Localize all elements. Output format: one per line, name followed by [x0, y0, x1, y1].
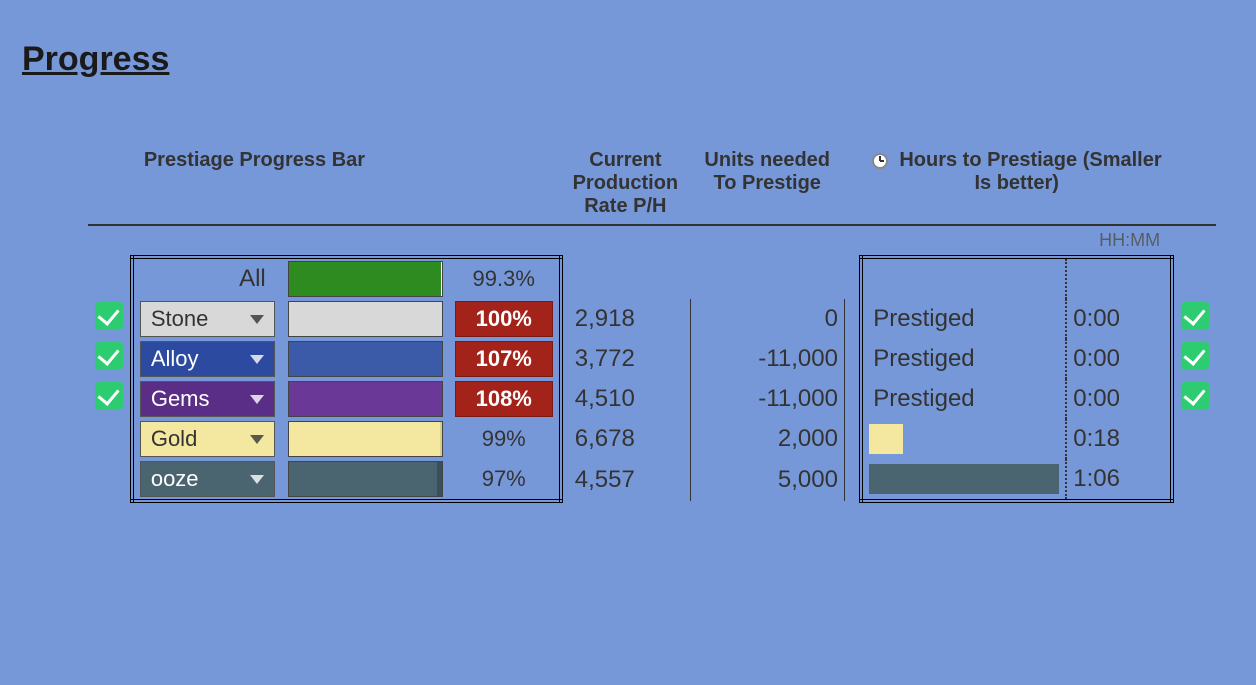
rate-value: 2,918	[561, 299, 690, 339]
units-value: 5,000	[690, 459, 844, 501]
hhmm-value: 0:18	[1066, 419, 1172, 459]
progress-table: Prestiage Progress Bar Current Productio…	[88, 149, 1216, 503]
progress-bar	[288, 421, 443, 457]
header-hhmm: HH:MM	[861, 225, 1172, 257]
header-rate: Current Production Rate P/H	[561, 149, 690, 225]
material-dropdown[interactable]: Gems	[140, 381, 275, 417]
all-progress-bar	[288, 261, 443, 297]
progress-bar	[288, 341, 443, 377]
units-value: -11,000	[690, 339, 844, 379]
progress-bar	[288, 381, 443, 417]
hhmm-value: 0:00	[1066, 299, 1172, 339]
check-icon	[1181, 382, 1209, 410]
check-icon	[95, 342, 123, 370]
table-row: Stone 100% 2,918 0 Prestiged 0:00	[88, 299, 1216, 339]
progress-bar	[288, 461, 443, 497]
material-dropdown[interactable]: Gold	[140, 421, 275, 457]
percent-badge: 107%	[455, 341, 553, 377]
chevron-down-icon	[250, 315, 264, 324]
hhmm-value: 0:00	[1066, 339, 1172, 379]
percent-badge: 100%	[455, 301, 553, 337]
check-icon	[95, 382, 123, 410]
progress-bar	[288, 301, 443, 337]
page-title: Progress	[22, 40, 1256, 79]
header-units: Units needed To Prestige	[690, 149, 844, 225]
check-icon	[1181, 342, 1209, 370]
percent-badge: 108%	[455, 381, 553, 417]
hours-status: Prestiged	[869, 385, 974, 412]
hours-status: Prestiged	[869, 345, 974, 372]
rate-value: 3,772	[561, 339, 690, 379]
chevron-down-icon	[250, 395, 264, 404]
material-label: Gold	[151, 426, 197, 452]
chevron-down-icon	[250, 475, 264, 484]
rate-value: 6,678	[561, 419, 690, 459]
table-row: Gold 99% 6,678 2,000 0:18	[88, 419, 1216, 459]
check-icon	[1181, 302, 1209, 330]
hours-bar	[869, 424, 1059, 454]
check-icon	[95, 302, 123, 330]
percent-badge: 99%	[455, 421, 553, 457]
units-value: 2,000	[690, 419, 844, 459]
all-label: All	[140, 265, 276, 293]
rate-value: 4,557	[561, 459, 690, 501]
hours-bar	[869, 464, 1059, 494]
material-label: Alloy	[151, 346, 199, 372]
material-dropdown[interactable]: Stone	[140, 301, 275, 337]
percent-badge: 97%	[455, 461, 553, 497]
rate-value: 4,510	[561, 379, 690, 419]
material-dropdown[interactable]: ooze	[140, 461, 275, 497]
clock-icon	[872, 153, 888, 169]
material-label: ooze	[151, 466, 199, 492]
table-row: Gems 108% 4,510 -11,000 Prestiged 0:00	[88, 379, 1216, 419]
chevron-down-icon	[250, 355, 264, 364]
material-label: Gems	[151, 386, 210, 412]
table-row: Alloy 107% 3,772 -11,000 Prestiged 0:00	[88, 339, 1216, 379]
units-value: 0	[690, 299, 844, 339]
header-progress: Prestiage Progress Bar	[132, 149, 561, 225]
all-percent: 99.3%	[455, 261, 553, 297]
units-value: -11,000	[690, 379, 844, 419]
hours-status: Prestiged	[869, 305, 974, 332]
hhmm-value: 0:00	[1066, 379, 1172, 419]
table-row: ooze 97% 4,557 5,000 1:06	[88, 459, 1216, 501]
material-dropdown[interactable]: Alloy	[140, 341, 275, 377]
header-hours: Hours to Prestiage (Smaller Is better)	[861, 149, 1172, 225]
material-label: Stone	[151, 306, 209, 332]
chevron-down-icon	[250, 435, 264, 444]
hhmm-value: 1:06	[1066, 459, 1172, 501]
